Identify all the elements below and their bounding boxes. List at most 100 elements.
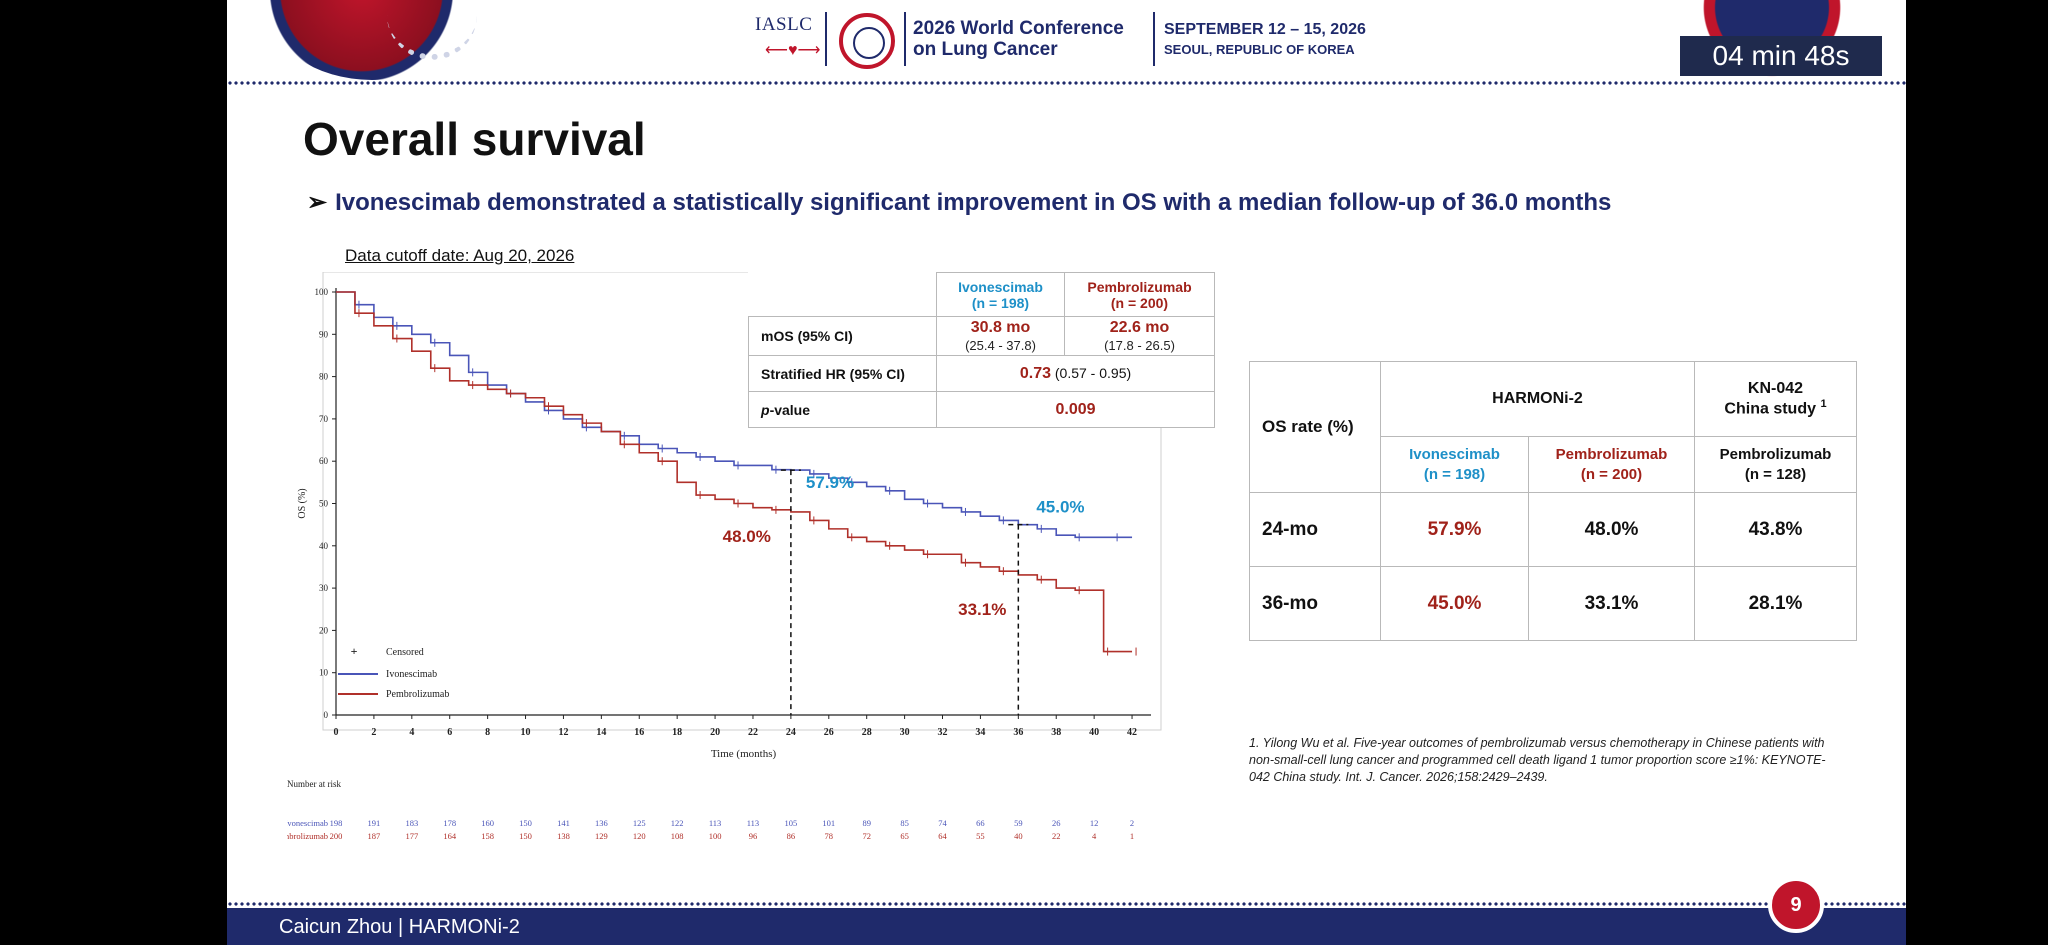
risk-value: 187 — [368, 831, 381, 841]
legend-label-pembrolizumab: Pembrolizumab — [386, 689, 449, 700]
header-divider — [1153, 12, 1155, 66]
x-tick-label: 6 — [447, 727, 452, 738]
risk-value: 101 — [822, 818, 835, 828]
compare-sub-ivo: Ivonescimab (n = 198) — [1380, 436, 1529, 493]
risk-value: 160 — [481, 818, 494, 828]
risk-value: 122 — [671, 818, 684, 828]
annotation-pembrolizumab-24mo: 48.0% — [723, 527, 771, 546]
risk-row-label: Ivonescimab — [287, 818, 328, 828]
risk-value: 138 — [557, 831, 570, 841]
risk-value: 40 — [1014, 831, 1023, 841]
iaslc-logo: IASLC ⟵♥⟶ — [755, 14, 820, 64]
slide-subtitle: ➢ Ivonescimab demonstrated a statisticall… — [307, 188, 1611, 217]
footer-dotted-rule — [227, 901, 1906, 907]
risk-value: 150 — [519, 831, 532, 841]
x-tick-label: 22 — [748, 727, 758, 738]
page-number-badge: 9 — [1768, 877, 1824, 933]
y-tick-label: 0 — [324, 710, 329, 720]
data-cutoff-date: Data cutoff date: Aug 20, 2026 — [345, 246, 575, 265]
x-tick-label: 38 — [1051, 727, 1061, 738]
legend-censored-label: Censored — [386, 647, 424, 658]
risk-value: 66 — [976, 818, 985, 828]
risk-value: 22 — [1052, 831, 1061, 841]
p-label-italic: p — [761, 401, 770, 418]
x-tick-label: 42 — [1127, 727, 1137, 738]
stats-hr-label: Stratified HR (95% CI) — [748, 355, 937, 392]
x-tick-label: 20 — [710, 727, 720, 738]
stats-col1-name: Ivonescimab — [958, 278, 1043, 295]
x-tick-label: 8 — [485, 727, 490, 738]
y-tick-label: 90 — [319, 329, 329, 339]
x-tick-label: 18 — [672, 727, 682, 738]
risk-value: 78 — [825, 831, 834, 841]
stats-p-value: 0.009 — [936, 391, 1215, 428]
header-divider — [825, 12, 827, 66]
header-divider — [904, 12, 906, 66]
km-curve-ivonescimab — [336, 291, 1133, 539]
risk-value: 120 — [633, 831, 646, 841]
risk-value: 89 — [862, 818, 871, 828]
risk-value: 113 — [747, 818, 759, 828]
y-tick-label: 100 — [315, 287, 329, 297]
annotation-pembrolizumab-36mo: 33.1% — [958, 600, 1006, 619]
sub1-n: (n = 198) — [1423, 465, 1486, 483]
row-label: 24-mo — [1249, 492, 1381, 567]
os-rate-comparison-table: OS rate (%) HARMONi-2 KN-042 China study … — [1249, 361, 1857, 641]
x-tick-label: 36 — [1013, 727, 1023, 738]
compare-sub-kn: Pembrolizumab (n = 128) — [1694, 436, 1857, 493]
risk-value: 55 — [976, 831, 985, 841]
stats-mos-pem: 22.6 mo (17.8 - 26.5) — [1064, 316, 1215, 356]
x-tick-label: 4 — [409, 727, 414, 738]
risk-value: 200 — [330, 831, 343, 841]
risk-value: 198 — [330, 818, 343, 828]
row-kn: 43.8% — [1694, 492, 1857, 567]
x-tick-label: 30 — [900, 727, 910, 738]
conference-location: SEOUL, REPUBLIC OF KOREA — [1164, 42, 1355, 57]
risk-value: 72 — [862, 831, 871, 841]
stats-hr-value: 0.73 (0.57 - 0.95) — [936, 355, 1215, 392]
stats-col-pembrolizumab: Pembrolizumab (n = 200) — [1064, 272, 1215, 317]
y-tick-label: 10 — [319, 668, 329, 678]
arrow-bullet-icon: ➢ — [307, 189, 328, 216]
kn042-line1: KN-042 — [1747, 379, 1804, 397]
x-tick-label: 24 — [786, 727, 796, 738]
mos-pem-ci: (17.8 - 26.5) — [1104, 338, 1175, 353]
slide-title: Overall survival — [303, 113, 646, 165]
compare-group-harmoni2: HARMONi-2 — [1380, 361, 1695, 437]
conference-seal-icon — [839, 13, 895, 69]
row-ivo: 45.0% — [1380, 566, 1529, 641]
sub3-n: (n = 128) — [1744, 465, 1807, 483]
risk-value: 125 — [633, 818, 646, 828]
legend-censored-marker: + — [351, 644, 358, 658]
stats-col1-n: (n = 198) — [971, 294, 1030, 311]
footnote-reference: 1. Yilong Wu et al. Five-year outcomes o… — [1249, 736, 1826, 784]
y-tick-label: 20 — [319, 625, 329, 635]
mos-ivo-value: 30.8 mo — [970, 319, 1031, 336]
kn042-footnote-marker: 1 — [1820, 397, 1827, 410]
sub3-name: Pembrolizumab — [1719, 445, 1832, 463]
risk-value: 136 — [595, 818, 608, 828]
compare-corner: OS rate (%) — [1249, 361, 1381, 493]
mos-ivo-ci: (25.4 - 37.8) — [965, 338, 1036, 353]
compare-group-kn042: KN-042 China study 1 — [1694, 361, 1857, 437]
slide: IASLC ⟵♥⟶ 2026 World Conference on Lung … — [227, 0, 1906, 945]
stats-table: Ivonescimab (n = 198) Pembrolizumab (n = 2… — [748, 272, 1215, 428]
slide-footer: Caicun Zhou | HARMONi-2 — [227, 908, 1906, 945]
risk-value: 129 — [595, 831, 608, 841]
risk-value: 12 — [1090, 818, 1099, 828]
risk-value: 2 — [1130, 818, 1134, 828]
row-pem: 33.1% — [1528, 566, 1695, 641]
compare-row-36mo: 36-mo 45.0% 33.1% 28.1% — [1249, 566, 1857, 641]
sub2-name: Pembrolizumab — [1555, 445, 1668, 463]
risk-value: 64 — [938, 831, 947, 841]
risk-value: 105 — [785, 818, 798, 828]
y-tick-label: 70 — [319, 414, 329, 424]
risk-value: 96 — [749, 831, 758, 841]
risk-row-label: Pembrolizumab — [287, 831, 328, 841]
plot-frame — [322, 272, 1162, 731]
mos-pem-value: 22.6 mo — [1109, 319, 1170, 336]
risk-value: 191 — [368, 818, 381, 828]
decorative-dots-left — [387, 0, 477, 60]
y-tick-label: 50 — [319, 499, 329, 509]
risk-table-title: Number at risk — [287, 779, 341, 789]
